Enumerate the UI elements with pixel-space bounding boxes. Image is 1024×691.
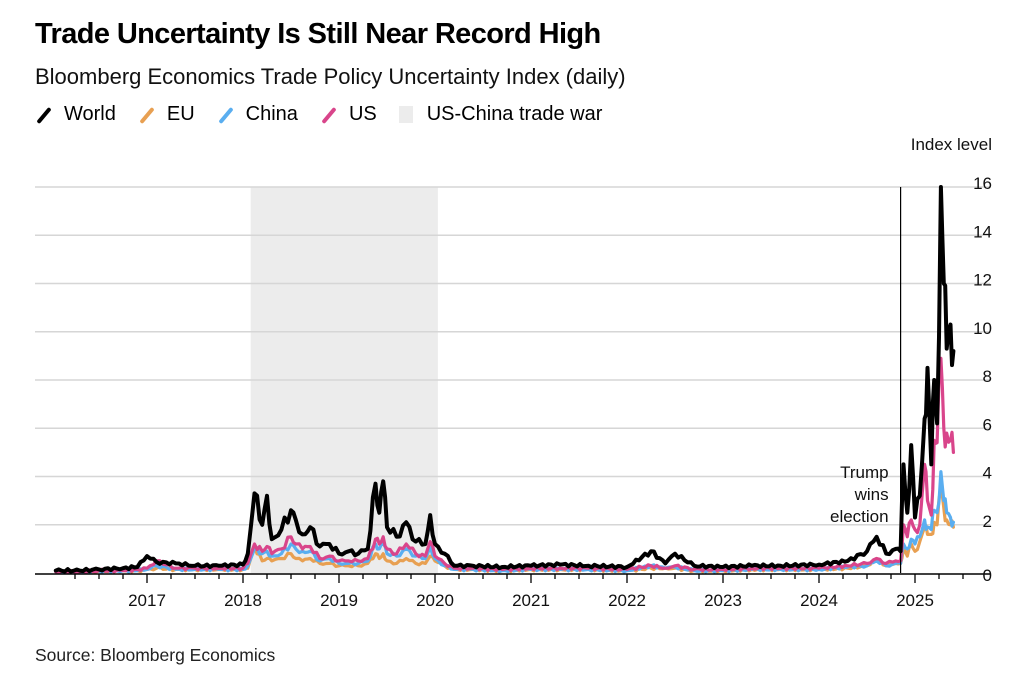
x-axis: 2017 2018 2019 2020 2021 2022 2023 2024 2025 [35,573,990,610]
series-lines [53,185,956,575]
y-tick-label: 4 [983,464,992,483]
annotation-text: Trump [840,463,889,482]
x-tick-label: 2017 [128,591,166,610]
chart-subtitle: Bloomberg Economics Trade Policy Uncerta… [35,64,626,89]
annotation-text: wins [854,485,889,504]
series-line-eu [54,487,955,575]
x-tick-label: 2025 [896,591,934,610]
y-tick-label: 8 [983,367,992,386]
legend-shade-icon [398,106,413,123]
x-tick-label: 2023 [704,591,742,610]
legend-label: US [348,103,377,125]
legend-item-world: World [35,103,116,126]
series-line-china [54,470,955,575]
legend-label: EU [166,103,195,125]
annotations: Trump wins election [830,187,902,573]
legend-item-china: China [217,103,298,126]
legend-label: China [245,103,298,125]
y-tick-label: 0 [983,566,992,585]
y-axis: 0 2 4 6 8 10 12 14 16 Index level [911,135,992,585]
x-tick-label: 2024 [800,591,838,610]
legend-item-trade-war: US-China trade war [398,103,603,126]
legend-item-eu: EU [138,103,195,126]
y-tick-label: 14 [973,222,992,241]
series-line-world [53,185,956,574]
legend: World EU China US US-China trade war [35,103,624,126]
legend-label: World [64,103,116,125]
y-axis-title: Index level [911,135,992,154]
x-tick-label: 2021 [512,591,550,610]
x-tick-label: 2018 [224,591,262,610]
series-line-us [54,356,955,575]
chart-title: Trade Uncertainty Is Still Near Record H… [35,18,601,50]
gridlines [35,186,990,526]
x-tick-label: 2020 [416,591,454,610]
annotation-text: election [830,507,889,526]
y-tick-label: 16 [973,174,992,193]
x-tick-label: 2022 [608,591,646,610]
legend-label: US-China trade war [426,103,603,125]
legend-item-us: US [320,103,377,126]
x-tick-label: 2019 [320,591,358,610]
y-tick-label: 2 [983,512,992,531]
y-tick-label: 6 [983,415,992,434]
y-tick-label: 12 [973,271,992,290]
source-note: Source: Bloomberg Economics [35,645,276,665]
y-tick-label: 10 [973,319,992,338]
